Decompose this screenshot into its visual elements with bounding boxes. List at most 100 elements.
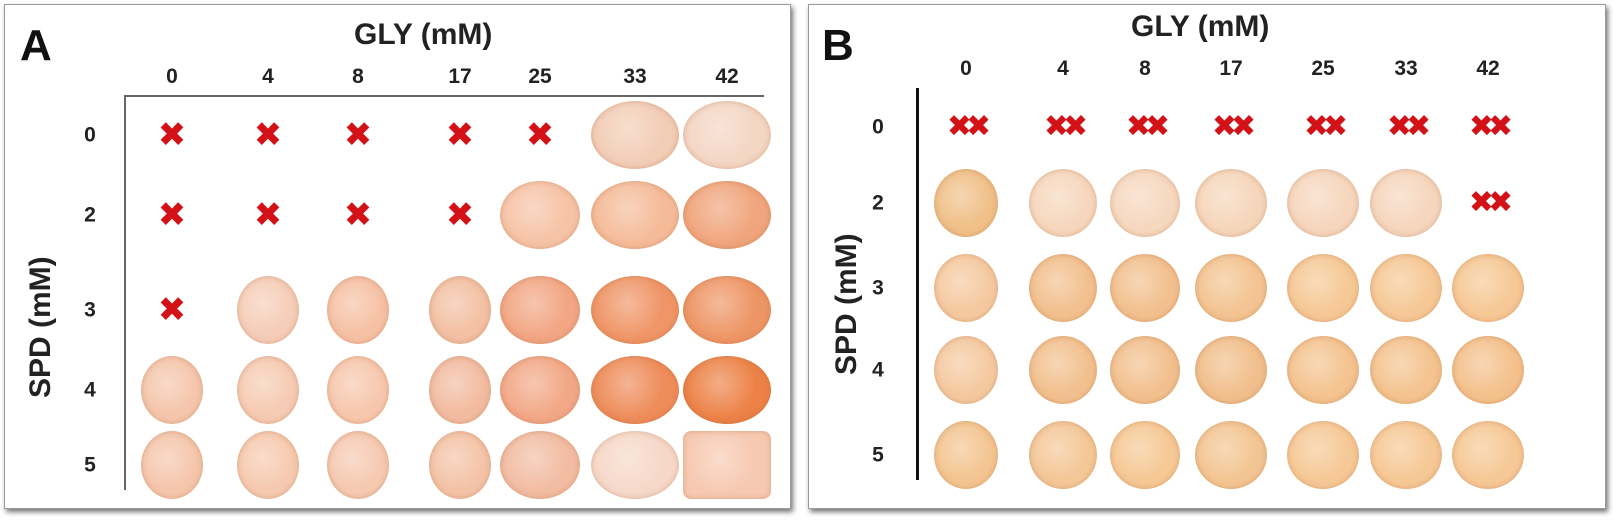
film-well — [683, 431, 771, 499]
spd-tick-label: 4 — [84, 378, 96, 402]
film-well — [934, 169, 998, 237]
panel-a-letter: A — [20, 21, 52, 70]
film-well — [1287, 254, 1359, 322]
film-well — [1029, 421, 1097, 489]
gly-tick-label: 17 — [448, 65, 472, 88]
gly-tick-label: 33 — [1394, 57, 1418, 80]
film-well — [683, 101, 771, 169]
panel-b-plate-grid: 0 4 8 17 25 33 42 0 2 3 4 5 ✖✖ ✖✖ ✖✖ ✖✖ ✖✖ ✖✖ ✖✖ ✖✖ — [808, 0, 1614, 523]
film-well — [500, 431, 580, 499]
no-film-mark: ✖ — [157, 116, 187, 154]
film-well — [327, 356, 389, 424]
film-well — [591, 101, 679, 169]
film-well — [934, 421, 998, 489]
film-well — [1452, 421, 1524, 489]
no-film-mark: ✖ — [445, 196, 475, 234]
gly-tick-label: 8 — [1139, 57, 1151, 80]
film-well — [683, 181, 771, 249]
no-film-mark: ✖✖ — [1386, 110, 1431, 143]
film-well — [1452, 254, 1524, 322]
film-well — [1370, 254, 1442, 322]
film-well — [1370, 336, 1442, 404]
panel-a-frame — [4, 4, 791, 509]
film-well — [1110, 254, 1180, 322]
no-film-mark: ✖✖ — [1303, 110, 1348, 143]
film-well — [934, 336, 998, 404]
film-well — [1195, 254, 1267, 322]
no-film-mark: ✖ — [253, 116, 283, 154]
film-well — [141, 356, 203, 424]
film-well — [500, 356, 580, 424]
gly-tick-label: 42 — [715, 65, 739, 88]
no-film-mark: ✖ — [525, 116, 555, 154]
no-film-mark: ✖✖ — [1125, 110, 1170, 143]
spd-tick-label: 0 — [84, 123, 96, 147]
spd-tick-label: 5 — [872, 443, 884, 467]
panel-b-left-axis-line — [916, 88, 919, 480]
film-well — [934, 254, 998, 322]
no-film-mark: ✖✖ — [1211, 110, 1256, 143]
gly-tick-label: 33 — [623, 65, 647, 88]
film-well — [1287, 169, 1359, 237]
no-film-mark: ✖ — [157, 196, 187, 234]
film-well — [327, 431, 389, 499]
panel-a-plate-grid: 0 4 8 17 25 33 42 0 2 3 4 5 ✖ ✖ ✖ ✖ ✖ ✖ ✖ ✖ ✖ ✖ — [0, 0, 800, 523]
gly-tick-label: 0 — [166, 65, 178, 88]
film-well — [1110, 336, 1180, 404]
no-film-mark: ✖ — [343, 196, 373, 234]
spd-tick-label: 2 — [872, 191, 884, 215]
panel-b: B GLY (mM) SPD (mM) 0 4 8 17 25 33 42 0 2 3 4 5 ✖✖ ✖✖… — [808, 0, 1614, 523]
gly-tick-label: 25 — [528, 65, 552, 88]
panel-a-top-axis-line — [124, 95, 764, 97]
no-film-mark: ✖ — [157, 291, 187, 329]
film-well — [429, 356, 491, 424]
film-well — [591, 276, 679, 344]
panel-b-letter: B — [822, 21, 854, 70]
film-well — [1029, 336, 1097, 404]
panel-a-left-axis-line — [124, 95, 126, 490]
film-well — [1287, 336, 1359, 404]
film-well — [429, 431, 491, 499]
film-well — [429, 276, 491, 344]
gly-tick-label: 25 — [1311, 57, 1335, 80]
film-well — [1029, 169, 1097, 237]
gly-tick-label: 8 — [352, 65, 364, 88]
film-well — [1195, 169, 1267, 237]
gly-tick-label: 17 — [1219, 57, 1243, 80]
film-well — [141, 431, 203, 499]
film-well — [1195, 336, 1267, 404]
film-well — [500, 181, 580, 249]
panel-a-x-axis-title: GLY (mM) — [354, 18, 493, 51]
film-well — [591, 181, 679, 249]
gly-tick-label: 0 — [960, 57, 972, 80]
no-film-mark: ✖ — [253, 196, 283, 234]
spd-tick-label: 3 — [872, 276, 884, 300]
panel-b-frame — [808, 4, 1606, 509]
no-film-mark: ✖ — [343, 116, 373, 154]
spd-tick-label: 2 — [84, 203, 96, 227]
film-well — [237, 276, 299, 344]
no-film-mark: ✖✖ — [1043, 110, 1088, 143]
panel-b-x-axis-title: GLY (mM) — [1131, 10, 1270, 43]
film-well — [1029, 254, 1097, 322]
spd-tick-label: 0 — [872, 115, 884, 139]
film-well — [1452, 336, 1524, 404]
spd-tick-label: 4 — [872, 358, 884, 382]
gly-tick-label: 42 — [1476, 57, 1500, 80]
no-film-mark: ✖✖ — [1468, 110, 1513, 143]
film-well — [1287, 421, 1359, 489]
no-film-mark: ✖ — [445, 116, 475, 154]
film-well — [327, 276, 389, 344]
spd-tick-label: 3 — [84, 298, 96, 322]
film-well — [1370, 421, 1442, 489]
film-well — [591, 356, 679, 424]
gly-tick-label: 4 — [1057, 57, 1069, 80]
spd-tick-label: 5 — [84, 453, 96, 477]
film-well — [683, 356, 771, 424]
no-film-mark: ✖✖ — [946, 110, 991, 143]
film-well — [237, 356, 299, 424]
film-well — [500, 276, 580, 344]
film-well — [237, 431, 299, 499]
film-well — [591, 431, 679, 499]
gly-tick-label: 4 — [262, 65, 274, 88]
